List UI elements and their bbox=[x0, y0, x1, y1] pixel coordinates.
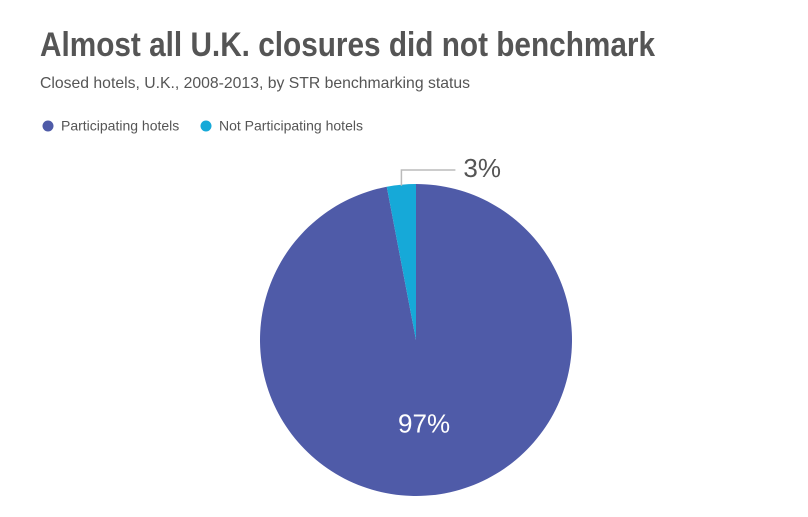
legend-label: Not Participating hotels bbox=[219, 118, 363, 134]
chart-subtitle: Closed hotels, U.K., 2008-2013, by STR b… bbox=[40, 75, 470, 92]
data-label: 97% bbox=[398, 408, 450, 438]
pie-slice bbox=[386, 184, 416, 340]
legend-swatch bbox=[200, 120, 212, 132]
leader-line bbox=[400, 169, 456, 186]
pie-slice bbox=[259, 184, 572, 497]
legend-swatch bbox=[42, 120, 54, 132]
chart-title: Almost all U.K. closures did not benchma… bbox=[40, 26, 655, 64]
data-label: 3% bbox=[463, 153, 501, 183]
legend-label: Participating hotels bbox=[61, 118, 179, 134]
